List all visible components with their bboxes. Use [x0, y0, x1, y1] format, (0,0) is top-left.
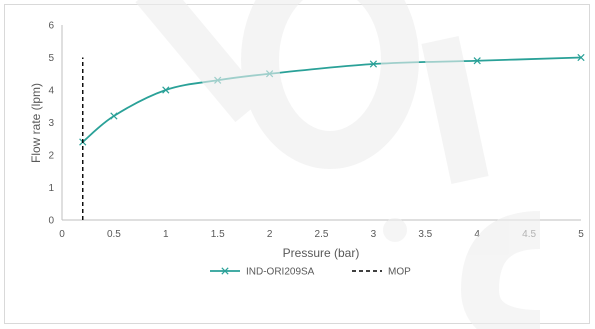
legend-label: MOP [388, 267, 411, 278]
x-tick-label: 4.5 [522, 229, 536, 240]
y-axis-label: Flow rate (lpm) [29, 83, 43, 163]
y-tick-label: 0 [48, 216, 54, 227]
x-tick-label: 1.5 [211, 229, 225, 240]
x-tick-label: 2.5 [315, 229, 329, 240]
x-tick-label: 4 [474, 229, 480, 240]
series-line-ind-ori209sa [82, 56, 582, 143]
x-tick-label: 5 [578, 229, 584, 240]
legend-item: MOP [352, 267, 411, 278]
y-tick-label: 2 [48, 151, 54, 162]
legend-marker [221, 267, 229, 275]
axes [61, 25, 581, 221]
legend-label: IND-ORI209SA [246, 267, 315, 278]
x-tick-label: 3 [371, 229, 377, 240]
y-tick-label: 3 [48, 118, 54, 129]
x-tick-label: 3.5 [418, 229, 432, 240]
y-tick-label: 5 [48, 53, 54, 64]
x-tick-label: 2 [267, 229, 273, 240]
legend-item: IND-ORI209SA [210, 267, 315, 278]
legend: IND-ORI209SA MOP [210, 267, 411, 278]
y-tick-label: 4 [48, 86, 54, 97]
x-tick-label: 0 [59, 229, 65, 240]
data-point [110, 112, 118, 120]
x-axis-label: Pressure (bar) [283, 246, 360, 260]
tick-labels: 0 0.5 1 1.5 2 2.5 3 3.5 4 4.5 5 0 1 2 3 4 5 6 [48, 21, 584, 241]
data-point [577, 53, 585, 62]
series-layer [79, 53, 585, 220]
x-tick-label: 0.5 [107, 229, 121, 240]
x-tick-label: 1 [163, 229, 169, 240]
y-tick-label: 1 [48, 183, 54, 194]
y-tick-label: 6 [48, 21, 54, 32]
